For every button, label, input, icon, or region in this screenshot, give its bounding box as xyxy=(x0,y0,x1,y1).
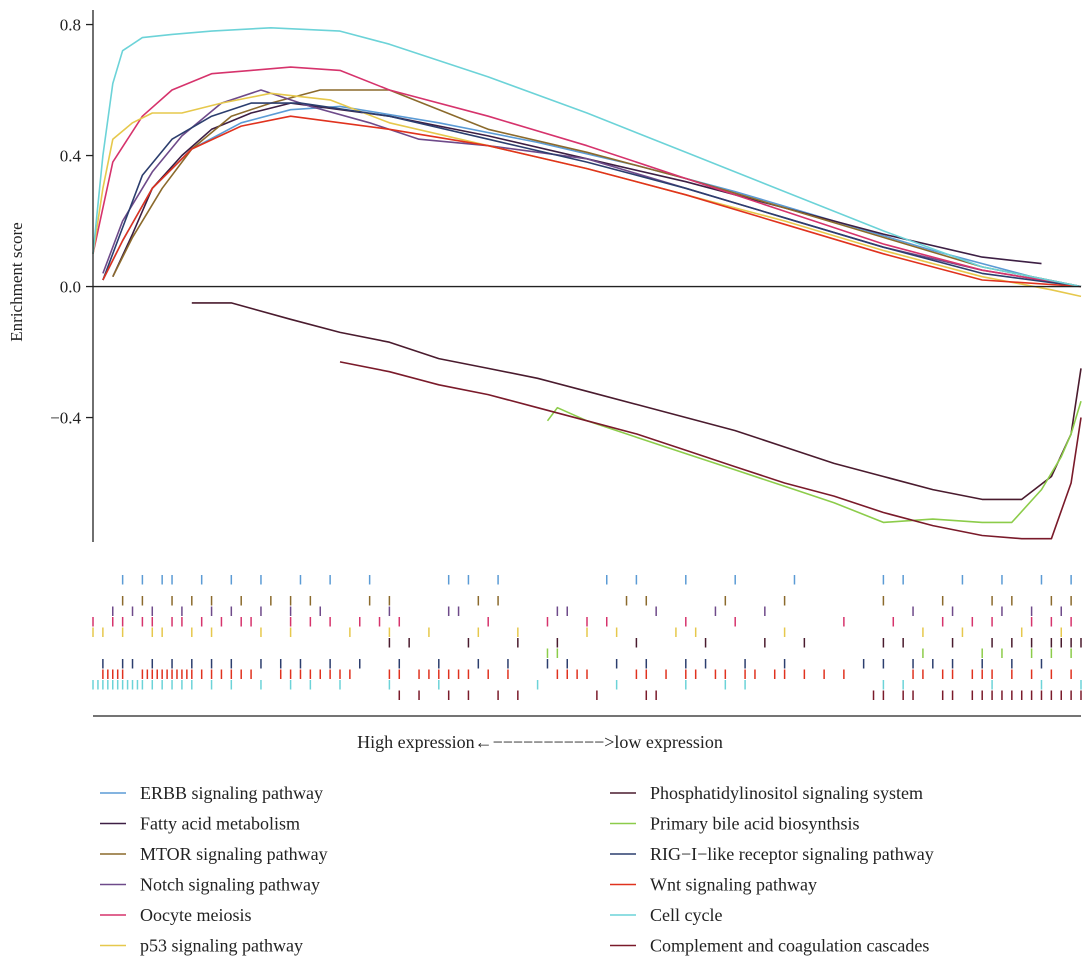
legend-label: Complement and coagulation cascades xyxy=(650,936,929,956)
y-axis-title: Enrichment score xyxy=(7,222,26,341)
y-tick-label: 0.8 xyxy=(60,16,81,35)
series-line-phosphatidylinositol-signaling-system xyxy=(191,302,1082,501)
legend-item-notch-signaling-pathway: Notch signaling pathway xyxy=(100,875,320,895)
y-tick-label: 0.4 xyxy=(60,147,82,166)
legend-label: Primary bile acid biosynthsis xyxy=(650,814,859,834)
legend-item-mtor-signaling-pathway: MTOR signaling pathway xyxy=(100,844,328,864)
legend-item-erbb-signaling-pathway: ERBB signaling pathway xyxy=(100,783,323,803)
series-line-wnt-signaling-pathway xyxy=(102,115,1082,288)
series-line-complement-and-coagulation-cascades xyxy=(339,361,1082,540)
legend-label: p53 signaling pathway xyxy=(140,936,303,956)
legend: ERBB signaling pathway Fatty acid metabol… xyxy=(100,783,934,956)
legend-label: MTOR signaling pathway xyxy=(140,844,328,864)
series-line-cell-cycle xyxy=(92,27,1082,288)
legend-item-primary-bile-acid-biosynthsis: Primary bile acid biosynthsis xyxy=(610,814,859,834)
series-line-p53-signaling-pathway xyxy=(92,92,1082,298)
legend-label: ERBB signaling pathway xyxy=(140,783,323,803)
series-line-oocyte-meiosis xyxy=(92,66,1082,288)
legend-item-rig-i-like-receptor-signaling-pathway: RIG−I−like receptor signaling pathway xyxy=(610,844,934,864)
series-line-rig-i-like-receptor-signaling-pathway xyxy=(102,102,1082,288)
legend-label: Wnt signaling pathway xyxy=(650,875,817,895)
legend-label: Cell cycle xyxy=(650,905,722,925)
gene-hit-barcode xyxy=(92,575,1082,700)
series-line-primary-bile-acid-biosynthsis xyxy=(546,400,1082,524)
legend-item-phosphatidylinositol-signaling-system: Phosphatidylinositol signaling system xyxy=(610,783,923,803)
legend-label: Phosphatidylinositol signaling system xyxy=(650,783,923,803)
y-tick-label: 0.0 xyxy=(60,278,81,297)
legend-item-cell-cycle: Cell cycle xyxy=(610,905,722,925)
legend-item-complement-and-coagulation-cascades: Complement and coagulation cascades xyxy=(610,936,929,956)
legend-label: Oocyte meiosis xyxy=(140,905,251,925)
legend-label: RIG−I−like receptor signaling pathway xyxy=(650,844,934,864)
legend-item-oocyte-meiosis: Oocyte meiosis xyxy=(100,905,251,925)
legend-label: Notch signaling pathway xyxy=(140,875,320,895)
x-axis-title: High expression←−−−−−−−−−−−>low expressi… xyxy=(357,732,723,752)
legend-item-fatty-acid-metabolism: Fatty acid metabolism xyxy=(100,814,300,834)
series-line-fatty-acid-metabolism xyxy=(112,102,1042,278)
legend-label: Fatty acid metabolism xyxy=(140,814,300,834)
plot-lines xyxy=(92,27,1082,540)
y-tick-label: −0.4 xyxy=(50,409,81,428)
legend-item-p53-signaling-pathway: p53 signaling pathway xyxy=(100,936,303,956)
axes: 0.8 0.4 0.0 −0.4 xyxy=(50,10,1081,717)
series-line-mtor-signaling-pathway xyxy=(112,89,1082,288)
legend-item-wnt-signaling-pathway: Wnt signaling pathway xyxy=(610,875,817,895)
